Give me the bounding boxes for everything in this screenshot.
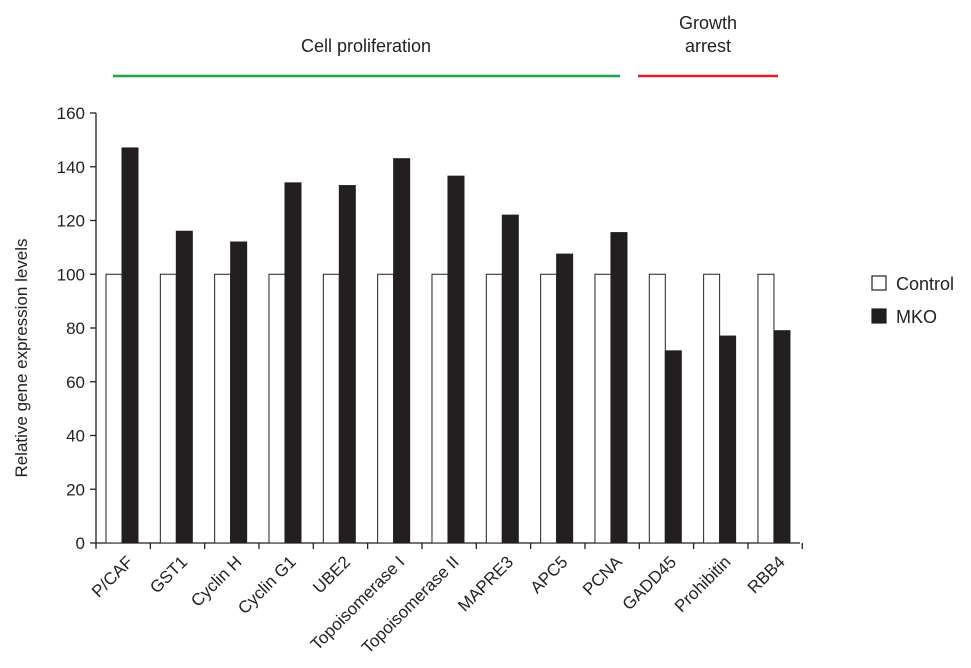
bar-mko xyxy=(556,253,574,544)
bar-control xyxy=(377,273,395,544)
legend-label-control: Control xyxy=(896,274,954,294)
bars xyxy=(105,147,791,544)
group-annotations: Cell proliferation Growth arrest xyxy=(113,13,778,78)
bar-mko xyxy=(230,241,248,544)
growth-arrest-label: arrest xyxy=(685,36,731,56)
legend: Control MKO xyxy=(871,274,954,327)
y-tick-label: 100 xyxy=(57,265,85,284)
bar-mko xyxy=(284,182,302,544)
category-label: Cyclin G1 xyxy=(234,552,300,618)
bar-control xyxy=(757,273,775,544)
bar-mko xyxy=(121,147,139,544)
category-label: PCNA xyxy=(579,552,626,599)
bar-control xyxy=(431,273,449,544)
y-tick-label: 0 xyxy=(76,534,85,553)
category-label: GST1 xyxy=(146,552,191,597)
y-tick-label: 40 xyxy=(66,427,85,446)
category-label: RBB4 xyxy=(744,552,789,597)
category-label: APC5 xyxy=(527,552,572,597)
y-tick-label: 140 xyxy=(57,158,85,177)
bar-control xyxy=(540,273,558,544)
category-label: P/CAF xyxy=(88,552,137,601)
bar-mko xyxy=(447,175,465,544)
bar-control xyxy=(703,273,721,544)
growth-arrest-label: Growth xyxy=(679,13,737,33)
category-label: GADD45 xyxy=(619,552,681,614)
bar-control xyxy=(648,273,666,544)
bar-mko xyxy=(175,230,193,544)
y-tick-label: 80 xyxy=(66,319,85,338)
category-label: Prohibitin xyxy=(671,552,735,616)
bar-mko xyxy=(664,350,682,544)
bar-control xyxy=(594,273,612,544)
y-axis-title: Relative gene expression levels xyxy=(12,238,31,477)
bar-control xyxy=(105,273,123,544)
legend-swatch-mko xyxy=(871,308,887,324)
axes: 0 20 40 60 80 100 120 140 160 Relative gene expre… xyxy=(12,104,803,553)
category-label: MAPRE3 xyxy=(454,552,517,615)
y-tick-label: 20 xyxy=(66,480,85,499)
y-tick-label: 160 xyxy=(57,104,85,123)
category-label: Topoisomerase II xyxy=(358,552,463,657)
legend-label-mko: MKO xyxy=(896,307,937,327)
bar-mko xyxy=(719,335,737,544)
bar-mko xyxy=(338,185,356,544)
bar-control xyxy=(268,273,286,544)
y-tick-label: 60 xyxy=(66,373,85,392)
y-tick-label: 120 xyxy=(57,212,85,231)
bar-control xyxy=(159,273,177,544)
bar-mko xyxy=(501,214,519,544)
bar-control xyxy=(214,273,232,544)
bar-mko xyxy=(393,158,411,544)
bar-control xyxy=(322,273,340,544)
bar-mko xyxy=(773,330,791,544)
cell-proliferation-label: Cell proliferation xyxy=(301,36,431,56)
category-label: UBE2 xyxy=(309,552,354,597)
legend-swatch-control xyxy=(871,275,887,291)
category-label: Topoisomerase I xyxy=(307,552,409,654)
bar-mko xyxy=(610,232,628,544)
bar-control xyxy=(485,273,503,544)
